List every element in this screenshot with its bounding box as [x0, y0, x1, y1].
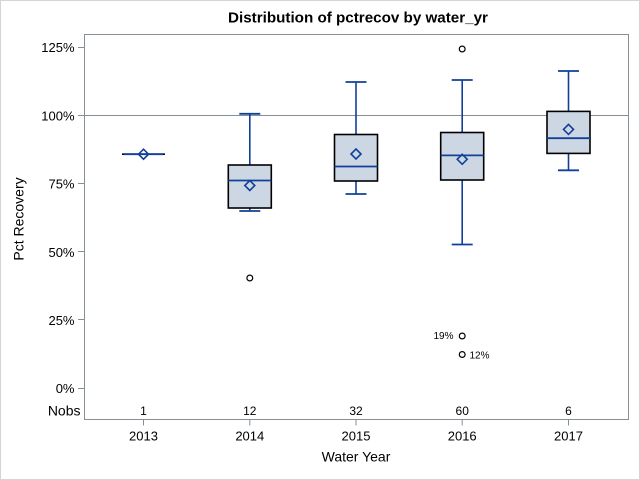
- svg-text:2014: 2014: [235, 429, 264, 444]
- svg-text:Pct Recovery: Pct Recovery: [11, 177, 27, 260]
- svg-text:2013: 2013: [129, 429, 158, 444]
- svg-text:100%: 100%: [41, 108, 75, 123]
- svg-text:1: 1: [140, 404, 147, 418]
- svg-text:0%: 0%: [56, 381, 75, 396]
- svg-text:25%: 25%: [48, 313, 74, 328]
- svg-text:2017: 2017: [554, 429, 583, 444]
- svg-text:6: 6: [565, 404, 572, 418]
- svg-text:2015: 2015: [342, 429, 371, 444]
- svg-text:Water Year: Water Year: [322, 449, 391, 465]
- svg-text:2016: 2016: [448, 429, 477, 444]
- svg-text:12%: 12%: [470, 351, 490, 362]
- svg-text:125%: 125%: [41, 40, 75, 55]
- svg-text:32: 32: [349, 404, 363, 418]
- svg-text:12: 12: [243, 404, 257, 418]
- svg-text:Distribution of pctrecov by wa: Distribution of pctrecov by water_yr: [228, 10, 488, 27]
- svg-text:19%: 19%: [433, 331, 453, 342]
- svg-text:60: 60: [456, 404, 470, 418]
- svg-text:Nobs: Nobs: [48, 403, 81, 419]
- svg-text:75%: 75%: [48, 177, 74, 192]
- svg-text:50%: 50%: [48, 245, 74, 260]
